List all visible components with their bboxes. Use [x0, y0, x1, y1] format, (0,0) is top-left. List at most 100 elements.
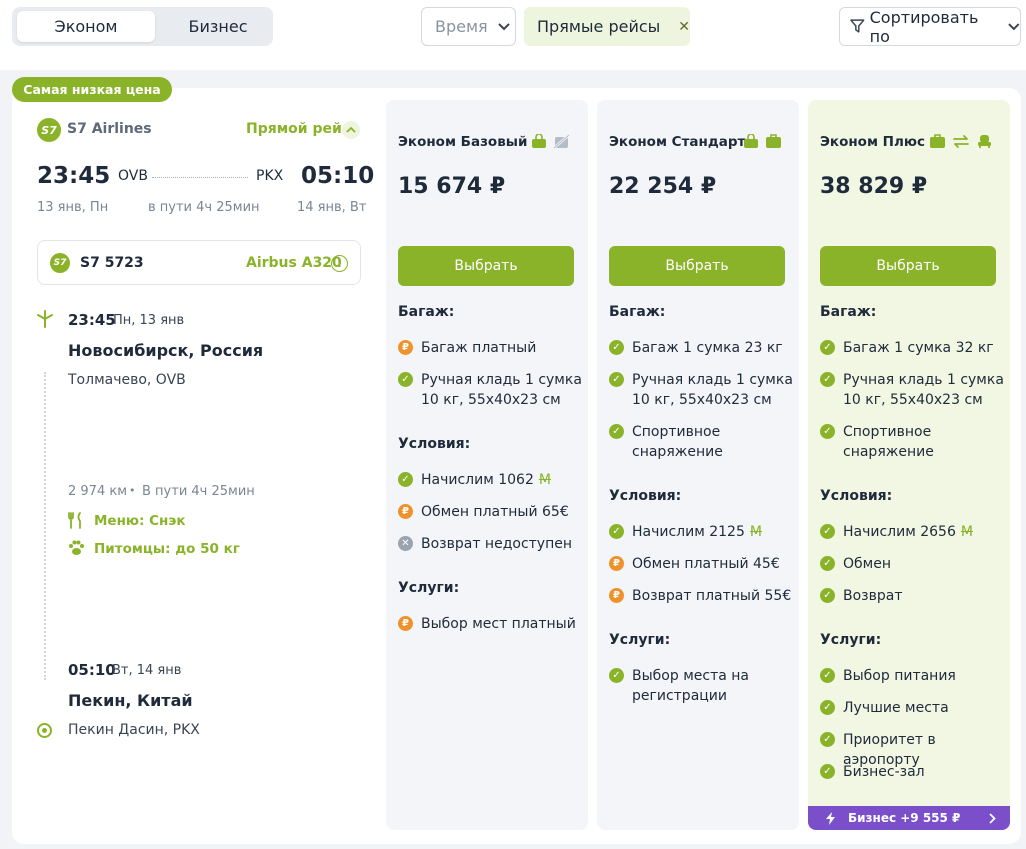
no-baggage-icon — [553, 134, 570, 149]
info-icon[interactable]: i — [331, 255, 348, 272]
feature-item: ✓ Спортивное снаряжение — [609, 422, 794, 462]
pets-info: Питомцы: до 50 кг — [94, 541, 240, 557]
lowest-price-badge: Самая низкая цена — [12, 77, 172, 102]
check-icon: ✓ — [820, 424, 835, 439]
check-icon: ✓ — [609, 340, 624, 355]
upgrade-label: Бизнес +9 555 ₽ — [848, 811, 961, 825]
conditions-title: Условия: — [609, 488, 682, 504]
time-filter-dropdown[interactable]: Время — [421, 7, 516, 46]
baggage-title: Багаж: — [398, 304, 455, 320]
s7-logo-icon: S7 — [50, 253, 70, 273]
fare-icons — [531, 134, 570, 149]
check-icon: ✓ — [609, 668, 624, 683]
feature-item: ✓ Багаж 1 сумка 23 кг — [609, 338, 794, 358]
fare-name: Эконом Базовый — [398, 134, 528, 150]
hand-bag-icon — [532, 134, 546, 148]
suitcase-icon — [930, 134, 945, 148]
timeline-line — [44, 372, 46, 680]
cabin-class-switch: Эконом Бизнес — [12, 7, 273, 46]
filter-bar: Эконом Бизнес Время Прямые рейсы ✕ Сорти… — [0, 0, 1026, 70]
fare-price: 38 829 ₽ — [820, 174, 928, 199]
feature-item: ✓ Ручная кладь 1 сумка 10 кг, 55х40х23 см — [398, 370, 583, 410]
flight-number-box — [37, 240, 361, 285]
departure-airport: Толмачево, OVB — [68, 372, 186, 388]
fare-price: 22 254 ₽ — [609, 174, 717, 199]
paid-icon: ₽ — [398, 504, 413, 519]
departure-date: 13 янв, Пн — [37, 200, 109, 215]
business-upgrade-button[interactable]: Бизнес +9 555 ₽ — [808, 806, 1010, 830]
paid-icon: ₽ — [398, 616, 413, 631]
feature-item: ✓ Приоритет в аэропорту — [820, 730, 1005, 770]
feature-item: ✓ Обмен — [820, 554, 1005, 574]
miles-icon: M — [538, 472, 551, 488]
select-fare-button[interactable]: Выбрать — [398, 246, 574, 286]
distance-separator: • — [129, 484, 136, 497]
baggage-title: Багаж: — [820, 304, 877, 320]
arrival-airport: Пекин Дасин, PKX — [68, 722, 200, 738]
lightning-icon — [826, 811, 835, 825]
select-fare-button[interactable]: Выбрать — [609, 246, 785, 286]
route-line — [152, 177, 248, 178]
suitcase-icon — [766, 134, 781, 148]
departure-city: Новосибирск, Россия — [68, 341, 264, 360]
select-fare-button[interactable]: Выбрать — [820, 246, 996, 286]
distance: 2 974 км — [68, 484, 128, 499]
tab-economy[interactable]: Эконом — [17, 11, 155, 42]
services-title: Услуги: — [820, 632, 882, 648]
s7-logo-icon: S7 — [37, 118, 61, 142]
check-icon: ✓ — [820, 668, 835, 683]
time-filter-label: Время — [435, 17, 488, 36]
arrival-city: Пекин, Китай — [68, 691, 193, 710]
feature-item: ✓ Багаж 1 сумка 32 кг — [820, 338, 1005, 358]
chevron-down-icon — [497, 22, 510, 30]
fare-price: 15 674 ₽ — [398, 174, 506, 199]
cross-icon: ✕ — [398, 536, 413, 551]
fare-icons — [743, 134, 782, 149]
feature-item: ✓ Лучшие места — [820, 698, 1005, 718]
feature-item: ✓ Выбор питания — [820, 666, 1005, 686]
check-icon: ✓ — [820, 700, 835, 715]
arrival-time: 05:10 — [301, 163, 375, 189]
direct-flights-label: Прямые рейсы — [537, 17, 661, 36]
arrival-point-icon — [37, 723, 52, 738]
check-icon: ✓ — [820, 764, 835, 779]
services-title: Услуги: — [609, 632, 671, 648]
arrival-full-date: Вт, 14 янв — [112, 663, 182, 678]
departure-full-time: 23:45 — [68, 311, 116, 329]
check-icon: ✓ — [820, 556, 835, 571]
fare-name: Эконом Плюс — [820, 134, 925, 150]
direct-flights-chip: Прямые рейсы ✕ — [524, 7, 690, 46]
fare-column-standard: Эконом Стандарт 22 254 ₽ Выбрать Багаж: … — [597, 100, 799, 830]
feature-item: ✕ Возврат недоступен — [398, 534, 583, 554]
check-icon: ✓ — [820, 524, 835, 539]
paid-icon: ₽ — [609, 556, 624, 571]
feature-item: ✓ Возврат — [820, 586, 1005, 606]
conditions-title: Условия: — [820, 488, 893, 504]
fare-icons — [929, 134, 993, 149]
conditions-title: Условия: — [398, 436, 471, 452]
check-icon: ✓ — [820, 588, 835, 603]
chevron-right-icon — [989, 812, 996, 824]
sort-dropdown[interactable]: Сортировать по — [839, 7, 1021, 46]
fare-column-plus: Эконом Плюс 38 829 ₽ Выбрать Багаж: ✓ Баг… — [808, 100, 1010, 830]
feature-item: ₽ Обмен платный 65€ — [398, 502, 583, 522]
feature-item: ₽ Возврат платный 55€ — [609, 586, 794, 606]
feature-item: ✓ Начислим 2125 M — [609, 522, 794, 542]
direct-flight-toggle[interactable]: Прямой рейс — [246, 121, 351, 137]
miles-icon: M — [749, 524, 762, 540]
arrival-full-time: 05:10 — [68, 661, 116, 679]
paid-icon: ₽ — [398, 340, 413, 355]
close-icon[interactable]: ✕ — [678, 18, 690, 35]
arrival-code: PKX — [256, 168, 284, 184]
sort-label: Сортировать по — [869, 7, 979, 46]
en-route-time: В пути 4ч 25мин — [142, 484, 255, 499]
feature-item: ✓ Бизнес-зал — [820, 762, 1005, 782]
feature-item: ✓ Спортивное снаряжение — [820, 422, 1005, 462]
check-icon: ✓ — [398, 472, 413, 487]
chevron-up-icon[interactable] — [342, 121, 360, 139]
tab-business[interactable]: Бизнес — [188, 17, 248, 36]
feature-item: ✓ Выбор места на регистрации — [609, 666, 794, 706]
flight-duration: в пути 4ч 25мин — [148, 200, 260, 215]
feature-item: ✓ Начислим 1062 M — [398, 470, 583, 490]
departure-plane-icon — [36, 310, 54, 332]
